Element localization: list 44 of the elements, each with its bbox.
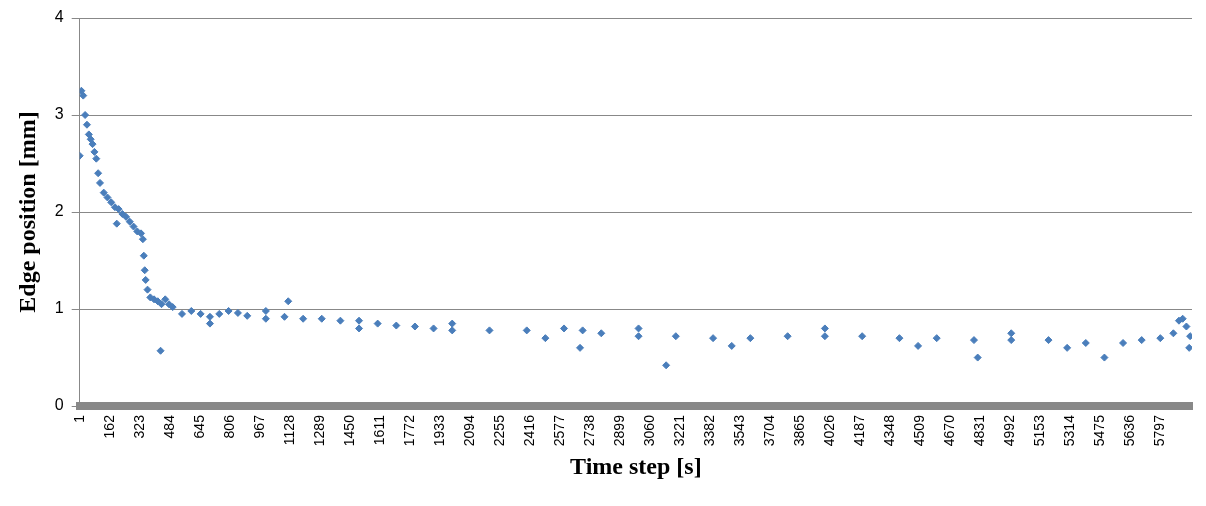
x-tick-label: 4348 [880, 414, 897, 447]
y-axis-title: Edge position [mm] [13, 111, 40, 313]
x-tick-label: 3060 [640, 414, 657, 447]
x-tick-label: 1128 [280, 414, 297, 446]
x-tick-label: 1450 [340, 414, 357, 447]
x-tick-label: 806 [220, 414, 237, 439]
x-tick-label: 5153 [1030, 414, 1047, 447]
x-tick-label: 645 [190, 414, 207, 439]
x-tick-label: 3704 [760, 414, 777, 447]
x-tick-label: 3865 [790, 414, 807, 447]
x-tick-label: 5797 [1150, 414, 1167, 447]
x-tick-label: 5475 [1090, 414, 1107, 447]
x-tick-label: 5314 [1060, 414, 1077, 447]
x-tick-label: 1289 [310, 414, 327, 447]
x-tick-label: 967 [250, 414, 267, 439]
x-tick-label: 4831 [970, 414, 987, 447]
x-tick-label: 3221 [670, 414, 687, 447]
x-tick-label: 2255 [490, 414, 507, 447]
x-tick-label: 2416 [520, 414, 537, 447]
x-tick-label: 2899 [610, 414, 627, 447]
y-tick-label: 4 [54, 8, 64, 26]
x-tick-label: 2094 [460, 414, 477, 447]
x-tick-label: 4992 [1000, 414, 1017, 447]
x-tick-label: 3382 [700, 414, 717, 447]
x-tick-label: 4187 [850, 414, 867, 447]
x-tick-label: 2577 [550, 414, 567, 447]
x-tick-label: 323 [130, 414, 147, 439]
x-tick-label: 2738 [580, 414, 597, 447]
x-tick-label: 4670 [940, 414, 957, 447]
y-tick-label: 1 [54, 299, 64, 317]
x-tick-label: 4509 [910, 414, 927, 447]
y-tick-label: 0 [54, 396, 64, 414]
x-axis-title: Time step [s] [570, 452, 702, 479]
y-tick-label: 3 [54, 105, 64, 123]
y-tick-label: 2 [54, 202, 64, 220]
x-tick-label: 4026 [820, 414, 837, 447]
x-tick-label: 3543 [730, 414, 747, 447]
x-tick-label: 1772 [400, 414, 417, 447]
x-tick-label: 162 [100, 414, 117, 439]
x-tick-label: 1 [70, 414, 87, 423]
x-tick-label: 1933 [430, 414, 447, 447]
x-tick-label: 1611 [370, 414, 387, 446]
x-tick-label: 5636 [1120, 414, 1137, 447]
x-tick-label: 484 [160, 414, 177, 439]
